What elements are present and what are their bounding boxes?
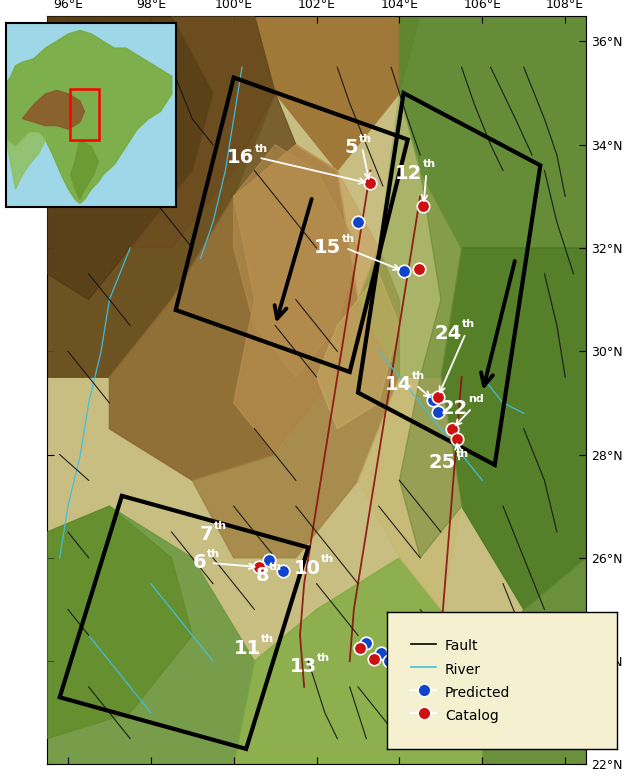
Text: th: th — [214, 521, 227, 531]
Text: 22: 22 — [440, 399, 468, 417]
Text: 7: 7 — [200, 525, 213, 544]
Text: th: th — [321, 555, 335, 565]
Polygon shape — [47, 506, 192, 739]
Polygon shape — [483, 558, 586, 764]
Polygon shape — [192, 248, 399, 558]
Polygon shape — [47, 16, 213, 300]
Polygon shape — [130, 16, 275, 248]
Text: nd: nd — [468, 395, 484, 404]
Text: 8: 8 — [255, 566, 269, 586]
Polygon shape — [296, 145, 379, 300]
Text: 24: 24 — [434, 324, 462, 342]
Polygon shape — [47, 16, 275, 377]
Polygon shape — [6, 133, 45, 189]
Text: 15: 15 — [314, 239, 341, 257]
Polygon shape — [234, 145, 358, 377]
Polygon shape — [47, 16, 586, 764]
Text: th: th — [455, 448, 469, 459]
Text: 25: 25 — [428, 453, 455, 472]
Bar — [69, 89, 100, 140]
Polygon shape — [316, 274, 399, 429]
Text: th: th — [317, 653, 330, 662]
Text: 13: 13 — [289, 657, 316, 675]
Text: th: th — [412, 371, 425, 381]
Polygon shape — [399, 16, 586, 248]
Text: 12: 12 — [395, 164, 422, 183]
Text: th: th — [358, 133, 372, 144]
Polygon shape — [399, 171, 483, 558]
Polygon shape — [234, 145, 358, 455]
Text: th: th — [423, 159, 436, 169]
Text: th: th — [270, 562, 282, 572]
Text: th: th — [462, 320, 475, 329]
Text: th: th — [261, 634, 274, 644]
Polygon shape — [255, 16, 420, 171]
Legend: Fault, River, Predicted, Catalog: Fault, River, Predicted, Catalog — [406, 632, 516, 729]
Polygon shape — [358, 377, 462, 609]
Text: 5: 5 — [345, 138, 358, 157]
Text: 11: 11 — [233, 639, 261, 658]
Text: th: th — [342, 234, 355, 244]
Text: 6: 6 — [193, 554, 207, 573]
Text: 14: 14 — [385, 375, 412, 395]
Text: th: th — [207, 549, 220, 559]
Polygon shape — [0, 30, 172, 203]
Polygon shape — [71, 140, 98, 200]
Polygon shape — [441, 248, 586, 609]
Polygon shape — [23, 90, 84, 129]
Text: th: th — [255, 144, 268, 154]
Text: 10: 10 — [294, 558, 321, 578]
Polygon shape — [110, 145, 358, 480]
Polygon shape — [234, 558, 483, 764]
Text: 16: 16 — [227, 148, 255, 167]
Polygon shape — [47, 16, 296, 377]
Polygon shape — [358, 93, 462, 377]
Polygon shape — [47, 506, 255, 764]
